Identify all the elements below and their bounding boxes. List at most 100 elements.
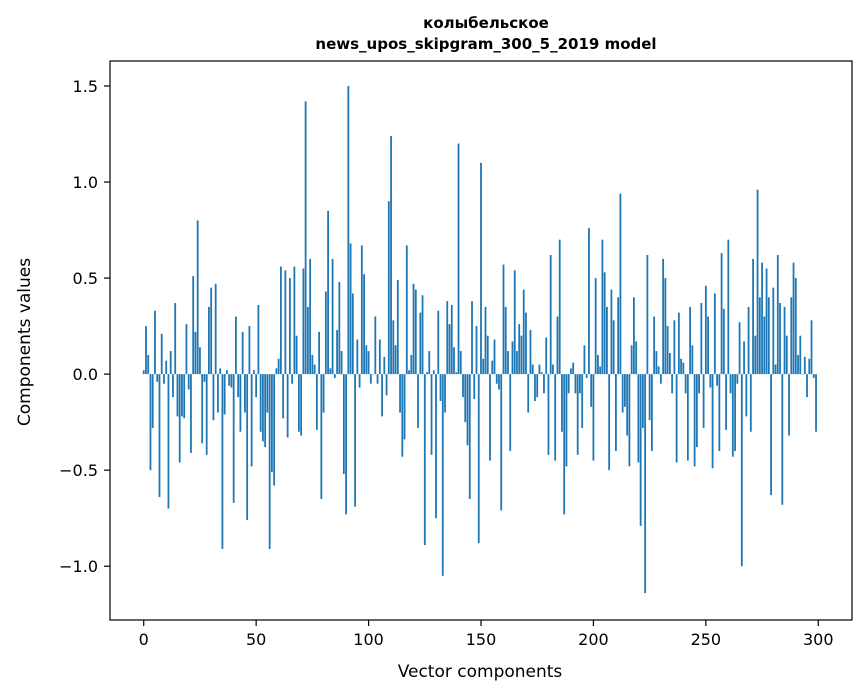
bar-244 <box>691 345 694 375</box>
bar-228 <box>655 351 658 375</box>
bar-143 <box>464 374 467 423</box>
bar-139 <box>455 372 458 375</box>
bar-43 <box>239 374 242 432</box>
bar-120 <box>412 283 415 375</box>
x-tick-label-0: 0 <box>139 630 149 649</box>
bar-33 <box>217 374 219 413</box>
bar-19 <box>185 324 188 375</box>
bar-58 <box>273 374 276 486</box>
bar-207 <box>608 374 611 471</box>
bar-157 <box>495 374 498 384</box>
bar-72 <box>304 101 307 375</box>
bar-16 <box>178 374 181 463</box>
bar-198 <box>588 228 590 375</box>
bar-126 <box>426 372 428 375</box>
bar-36 <box>223 374 226 415</box>
bar-144 <box>466 374 469 446</box>
bar-12 <box>169 351 172 375</box>
bar-167 <box>518 324 521 375</box>
bar-273 <box>756 189 759 375</box>
bar-84 <box>331 258 334 375</box>
bar-30 <box>210 287 213 375</box>
bar-284 <box>781 374 784 505</box>
y-axis-label: Components values <box>15 258 35 426</box>
bar-91 <box>347 85 350 375</box>
bar-297 <box>810 320 813 375</box>
bar-86 <box>336 329 338 375</box>
bar-98 <box>363 274 365 375</box>
bar-35 <box>221 374 224 549</box>
x-axis-label: Vector components <box>398 662 563 682</box>
bar-195 <box>581 374 584 428</box>
bar-93 <box>351 293 354 375</box>
bar-136 <box>448 324 451 375</box>
bar-65 <box>288 278 291 375</box>
bar-261 <box>729 374 732 394</box>
bar-221 <box>639 374 642 526</box>
bar-54 <box>264 374 267 448</box>
bar-199 <box>590 374 593 407</box>
bar-83 <box>329 368 332 375</box>
bar-132 <box>439 374 442 402</box>
bar-258 <box>722 308 725 375</box>
bar-259 <box>725 374 727 430</box>
bar-295 <box>806 374 808 398</box>
x-tick-label-300: 300 <box>803 630 834 649</box>
bar-95 <box>356 339 359 375</box>
chart-title-line2: news_upos_skipgram_300_5_2019 model <box>315 35 656 53</box>
bar-68 <box>295 335 298 375</box>
bar-282 <box>776 255 779 375</box>
bar-217 <box>630 345 633 375</box>
bar-145 <box>468 374 471 499</box>
bar-178 <box>543 374 545 394</box>
bar-204 <box>601 239 604 375</box>
bar-140 <box>457 143 460 375</box>
bar-288 <box>790 297 793 375</box>
bar-15 <box>176 374 179 417</box>
bar-17 <box>181 374 183 417</box>
bar-225 <box>648 374 651 421</box>
bar-287 <box>788 374 790 436</box>
bar-89 <box>342 374 345 475</box>
bar-247 <box>698 374 700 394</box>
y-axis-ticks: −1.0 −0.5 0.0 0.5 1.0 1.5 <box>59 77 110 576</box>
bar-119 <box>410 354 413 375</box>
bar-252 <box>709 374 712 388</box>
x-tick-label-250: 250 <box>691 630 722 649</box>
bar-230 <box>659 374 662 384</box>
bar-81 <box>324 291 327 375</box>
bar-109 <box>387 201 390 375</box>
bar-169 <box>522 289 525 375</box>
bar-227 <box>653 316 656 375</box>
bar-213 <box>621 374 624 413</box>
bar-96 <box>358 374 361 388</box>
bar-298 <box>812 374 815 378</box>
bar-131 <box>437 310 440 375</box>
bar-21 <box>190 374 192 453</box>
bar-174 <box>534 374 536 402</box>
bar-5 <box>154 310 156 375</box>
x-axis-ticks: 0 50 100 150 200 250 300 <box>139 620 834 649</box>
bar-67 <box>293 266 296 375</box>
bar-28 <box>205 374 208 455</box>
bar-158 <box>498 374 500 390</box>
bar-114 <box>399 374 401 413</box>
bar-78 <box>318 331 321 375</box>
bar-201 <box>594 278 597 375</box>
bar-82 <box>327 210 329 375</box>
bar-235 <box>671 374 674 394</box>
bar-116 <box>403 374 406 440</box>
bar-100 <box>367 351 370 375</box>
bar-264 <box>736 374 739 384</box>
bar-290 <box>794 278 797 375</box>
y-tick-label-3: 0.5 <box>73 269 98 288</box>
bar-265 <box>738 322 741 375</box>
bar-37 <box>226 370 228 375</box>
bar-283 <box>779 303 781 375</box>
bar-77 <box>315 374 318 430</box>
bar-122 <box>417 374 419 428</box>
bar-13 <box>172 374 174 398</box>
bar-172 <box>529 329 532 375</box>
bar-24 <box>196 220 199 375</box>
bar-127 <box>428 351 431 375</box>
